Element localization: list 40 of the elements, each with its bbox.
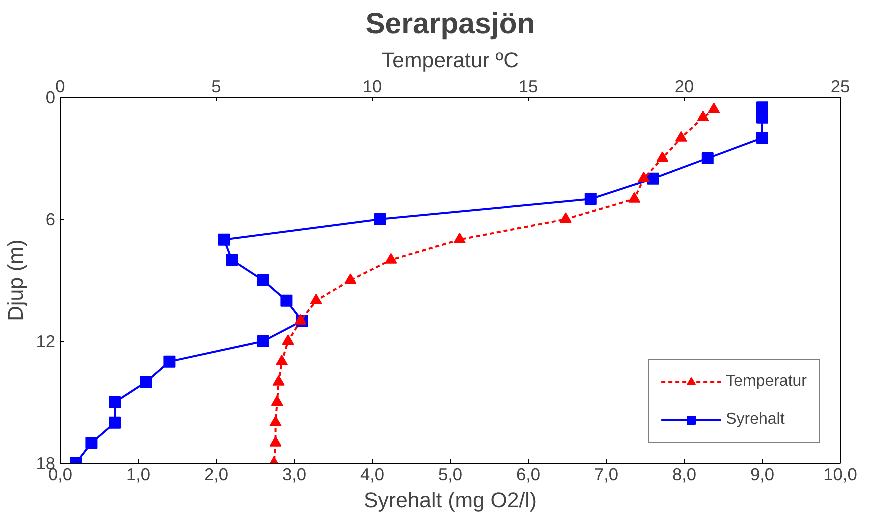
x-tick-label: 7,0 bbox=[594, 464, 619, 484]
x-tick-label: 3,0 bbox=[282, 464, 307, 484]
x-tick-label: 8,0 bbox=[672, 464, 697, 484]
point bbox=[257, 274, 270, 286]
point bbox=[756, 132, 768, 144]
point bbox=[647, 172, 660, 185]
point bbox=[374, 214, 386, 226]
x-tick-label: 5,0 bbox=[438, 464, 463, 484]
point bbox=[109, 416, 122, 429]
point bbox=[226, 254, 238, 266]
point bbox=[584, 193, 597, 206]
x-tick-label: 10,0 bbox=[824, 464, 858, 484]
x-axis-title: Syrehalt (mg O2/l) bbox=[364, 488, 538, 512]
x-tick-label: 9,0 bbox=[750, 464, 775, 484]
point bbox=[86, 437, 98, 450]
x2-tick-label: 20 bbox=[674, 76, 694, 96]
x-tick-label: 1,0 bbox=[126, 464, 151, 484]
point bbox=[257, 336, 270, 348]
y-tick-label: 6 bbox=[46, 210, 56, 230]
point bbox=[280, 294, 293, 307]
x-tick-label: 6,0 bbox=[516, 464, 541, 484]
point bbox=[109, 396, 122, 408]
point bbox=[702, 152, 714, 164]
x2-tick-label: 5 bbox=[212, 76, 222, 96]
x2-tick-label: 10 bbox=[362, 76, 382, 96]
legend-label: Temperatur bbox=[726, 373, 807, 391]
chart-title: Serarpasjön bbox=[366, 8, 536, 40]
y-axis-title: Djup (m) bbox=[4, 240, 28, 322]
y-tick-label: 12 bbox=[36, 332, 56, 352]
point bbox=[140, 376, 152, 388]
point bbox=[218, 234, 230, 246]
x2-tick-label: 15 bbox=[518, 76, 538, 96]
point bbox=[164, 356, 176, 368]
x-tick-label: 2,0 bbox=[204, 464, 229, 484]
x-tick-label: 4,0 bbox=[360, 464, 385, 484]
legend-label: Syrehalt bbox=[726, 411, 785, 429]
x2-tick-label: 25 bbox=[830, 76, 850, 96]
x2-axis-title: Temperatur ºC bbox=[382, 48, 520, 72]
point bbox=[756, 112, 768, 124]
y-tick-label: 0 bbox=[46, 88, 56, 108]
